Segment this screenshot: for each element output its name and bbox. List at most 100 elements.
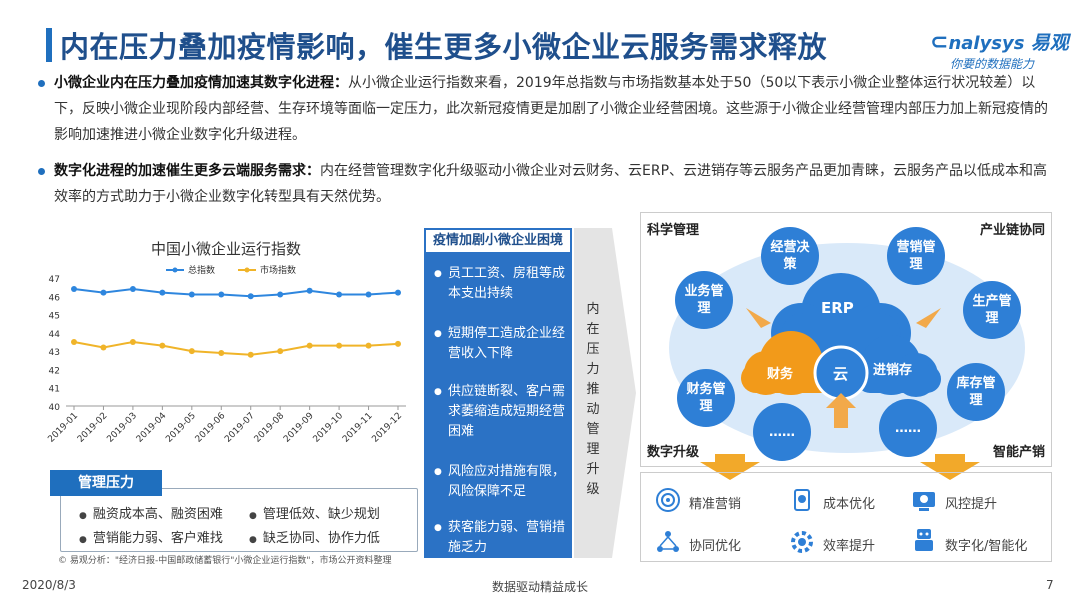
title-accent-bar — [46, 28, 52, 62]
y-tick-label: 40 — [49, 403, 61, 413]
data-point — [306, 287, 313, 294]
legend-marker — [172, 267, 178, 273]
data-point — [247, 293, 254, 300]
data-point — [395, 289, 401, 296]
pressure-item: 管理低效、缺少规划 — [249, 503, 380, 522]
y-tick-label: 47 — [49, 275, 60, 285]
y-tick-label: 41 — [49, 385, 60, 395]
module-bubble: 经营决策 — [761, 227, 819, 285]
data-point — [277, 348, 284, 355]
impact-item: 获客能力弱、营销措施乏力 — [434, 518, 566, 558]
data-point — [395, 340, 401, 347]
data-point — [218, 349, 225, 356]
series-line — [73, 340, 399, 356]
y-tick-label: 42 — [49, 366, 60, 376]
x-tick-label: 2019-05 — [164, 411, 198, 445]
impact-item-text: 获客能力弱、营销措施乏力 — [448, 520, 566, 555]
page-title: 内在压力叠加疫情影响，催生更多小微企业云服务需求释放 — [60, 30, 828, 64]
robot-icon — [915, 529, 933, 551]
benefit-label: 数字化/智能化 — [945, 539, 1028, 554]
series-line — [73, 287, 399, 298]
cloud-label-erp: ERP — [821, 299, 854, 317]
source-note: © 易观分析："经济日报-中国邮政储蓄银行"小微企业运行指数"，市场公开资料整理 — [58, 556, 392, 566]
data-point — [336, 291, 343, 298]
impact-item-text: 短期停工造成企业经营收入下降 — [448, 326, 566, 361]
pressure-item: 缺乏协同、协作力低 — [249, 527, 380, 546]
pressure-item: 营销能力弱、客户难找 — [79, 527, 223, 546]
bullet-2-heading: 数字化进程的加速催生更多云端服务需求： — [54, 163, 320, 179]
gear-icon — [791, 531, 813, 553]
benefit-label: 协同优化 — [689, 539, 742, 554]
logo-tagline: 你要的数据能力 — [950, 57, 1035, 71]
module-bubble: 业务管理 — [675, 271, 733, 329]
x-tick-label: 2019-02 — [76, 411, 110, 445]
x-tick-label: 2019-12 — [370, 411, 404, 445]
epidemic-panel-title: 疫情加剧小微企业困境 — [424, 228, 572, 254]
benefit-label: 成本优化 — [823, 497, 876, 512]
x-tick-label: 2019-08 — [253, 411, 287, 445]
data-point — [100, 344, 107, 351]
footer-slogan: 数据驱动精益成长 — [491, 580, 588, 594]
x-tick-label: 2019-09 — [282, 411, 316, 445]
data-point — [336, 342, 343, 349]
data-point — [306, 342, 313, 349]
bullet-1-heading: 小微企业内在压力叠加疫情加速其数字化进程： — [54, 75, 348, 91]
x-tick-label: 2019-07 — [223, 411, 257, 445]
cloud-label-cloud: 云 — [833, 365, 849, 383]
y-tick-label: 44 — [49, 330, 61, 340]
benefit-label: 风控提升 — [945, 497, 998, 512]
data-point — [71, 339, 77, 345]
y-tick-label: 43 — [49, 348, 60, 358]
data-point — [218, 291, 225, 298]
bullet-2: 数字化进程的加速催生更多云端服务需求：内在经营管理数字化升级驱动小微企业对云财务… — [38, 158, 1050, 210]
impact-item-text: 员工工资、房租等成本支出持续 — [448, 266, 566, 301]
module-bubble: …… — [879, 399, 937, 457]
impact-item: 供应链断裂、客户需求萎缩造成短期经营困难 — [434, 382, 566, 442]
bullet-2-text: 内在经营管理数字化升级驱动小微企业对云财务、云ERP、云进销存等云服务产品更加青… — [54, 163, 1048, 205]
down-arrow-icon — [920, 454, 980, 480]
x-tick-label: 2019-06 — [194, 411, 228, 445]
bullet-dot — [38, 168, 45, 175]
impact-item-text: 供应链断裂、客户需求萎缩造成短期经营困难 — [448, 384, 566, 439]
logo-brand: 易观 — [1030, 32, 1069, 54]
management-pressure-box: 融资成本高、融资困难 管理低效、缺少规划 营销能力弱、客户难找 缺乏协同、协作力… — [60, 488, 418, 552]
x-tick-label: 2019-11 — [341, 411, 375, 445]
corner-label: 科学管理 — [647, 223, 700, 238]
module-bubble: 生产管理 — [963, 281, 1021, 339]
data-point — [71, 285, 77, 292]
x-tick-label: 2019-03 — [105, 411, 139, 445]
benefit-label: 效率提升 — [823, 539, 876, 554]
x-tick-label: 2019-01 — [46, 411, 80, 445]
module-bubble: 财务管理 — [677, 369, 735, 427]
x-tick-label: 2019-10 — [312, 411, 346, 445]
module-bubble: 营销管理 — [887, 227, 945, 285]
y-tick-label: 46 — [49, 293, 61, 303]
data-point — [159, 342, 166, 349]
benefit-label: 精准营销 — [689, 497, 742, 512]
risk-icon — [913, 492, 935, 511]
legend-label: 市场指数 — [260, 264, 296, 276]
logo-prefix: nalysys — [948, 33, 1025, 54]
epidemic-impact-panel: 员工工资、房租等成本支出持续 短期停工造成企业经营收入下降 供应链断裂、客户需求… — [424, 228, 572, 558]
corner-label: 产业链协同 — [979, 223, 1045, 238]
pressure-item: 融资成本高、融资困难 — [79, 503, 223, 522]
data-point — [365, 342, 372, 349]
data-point — [247, 351, 254, 358]
data-point — [129, 285, 136, 292]
data-point — [129, 339, 136, 345]
footer-date: 2020/8/3 — [22, 578, 76, 592]
module-bubble: 库存管理 — [947, 363, 1005, 421]
management-pressure-label: 管理压力 — [50, 470, 162, 496]
x-tick-label: 2019-04 — [135, 411, 169, 445]
cloud-services-diagram: 科学管理 产业链协同 数字升级 智能产销 经营决策 营销管理 业务管理 生产管理… — [640, 212, 1052, 467]
legend-marker — [244, 267, 250, 273]
network-icon — [657, 531, 679, 552]
impact-item-text: 风险应对措施有限，风险保障不足 — [448, 464, 566, 499]
push-arrow-label: 内在压力推动管理升级 — [586, 302, 600, 497]
page-number: 7 — [1046, 578, 1054, 592]
module-bubble: …… — [753, 403, 811, 461]
bullet-dot — [38, 80, 45, 87]
impact-item: 短期停工造成企业经营收入下降 — [434, 324, 566, 364]
corner-label: 智能产销 — [992, 445, 1045, 460]
cloud-label-inventory: 进销存 — [873, 363, 913, 378]
